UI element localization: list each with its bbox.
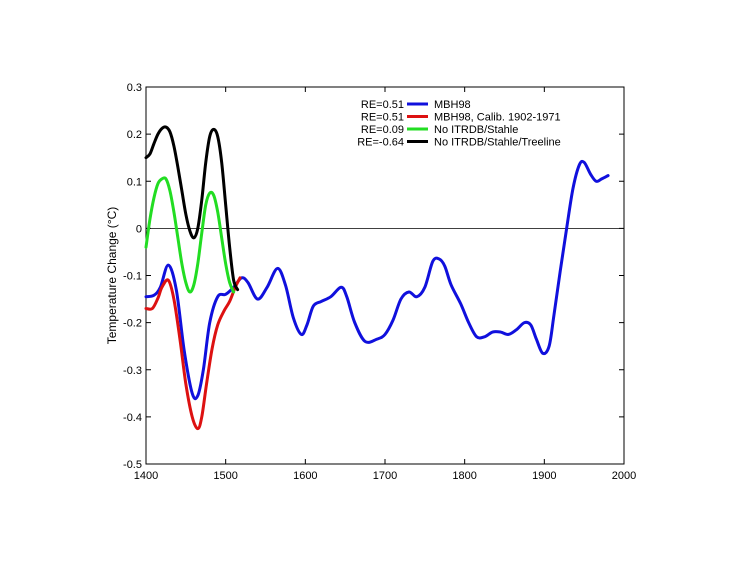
- y-tick-label: 0.3: [127, 82, 142, 94]
- y-tick-label: -0.3: [123, 365, 142, 377]
- x-tick-label: 1700: [373, 470, 397, 482]
- y-tick-label: 0.1: [127, 176, 142, 188]
- legend-series-name: No ITRDB/Stahle: [434, 124, 518, 136]
- series-line-1: [144, 276, 242, 431]
- y-axis: -0.5 -0.4 -0.3 -0.2 -0.1 0 0.1 0.2 0.3: [123, 82, 624, 471]
- legend-series-name: MBH98: [434, 99, 471, 111]
- plot-area-frame: [145, 86, 625, 465]
- x-tick-label: 1900: [532, 470, 556, 482]
- x-tick-label: 1400: [134, 470, 158, 482]
- x-tick-label: 2000: [612, 470, 636, 482]
- series-line-2: [144, 176, 236, 294]
- legend-re-value: RE=0.09: [361, 124, 404, 136]
- series-line-0: [144, 159, 610, 401]
- y-tick-label: -0.4: [123, 412, 142, 424]
- x-axis: 1400 1500 1600 1700 1800 1900 2000: [134, 87, 636, 482]
- legend-series-name: MBH98, Calib. 1902-1971: [434, 112, 561, 124]
- x-tick-label: 1600: [293, 470, 317, 482]
- series-line-3: [144, 125, 240, 292]
- x-tick-label: 1800: [452, 470, 476, 482]
- y-tick-label: -0.5: [123, 459, 142, 471]
- y-tick-label: -0.2: [123, 318, 142, 330]
- y-tick-label: -0.1: [123, 271, 142, 283]
- y-axis-label: Temperature Change (°C): [105, 207, 119, 345]
- legend-series-name: No ITRDB/Stahle/Treeline: [434, 137, 561, 149]
- legend-re-value: RE=-0.64: [357, 137, 404, 149]
- legend: RE=0.51 MBH98 RE=0.51 MBH98, Calib. 1902-19…: [357, 99, 561, 149]
- legend-re-value: RE=0.51: [361, 112, 404, 124]
- y-tick-label: 0: [136, 223, 142, 235]
- series-lines: [144, 125, 610, 431]
- y-tick-label: 0.2: [127, 129, 142, 141]
- legend-re-value: RE=0.51: [361, 99, 404, 111]
- x-tick-label: 1500: [213, 470, 237, 482]
